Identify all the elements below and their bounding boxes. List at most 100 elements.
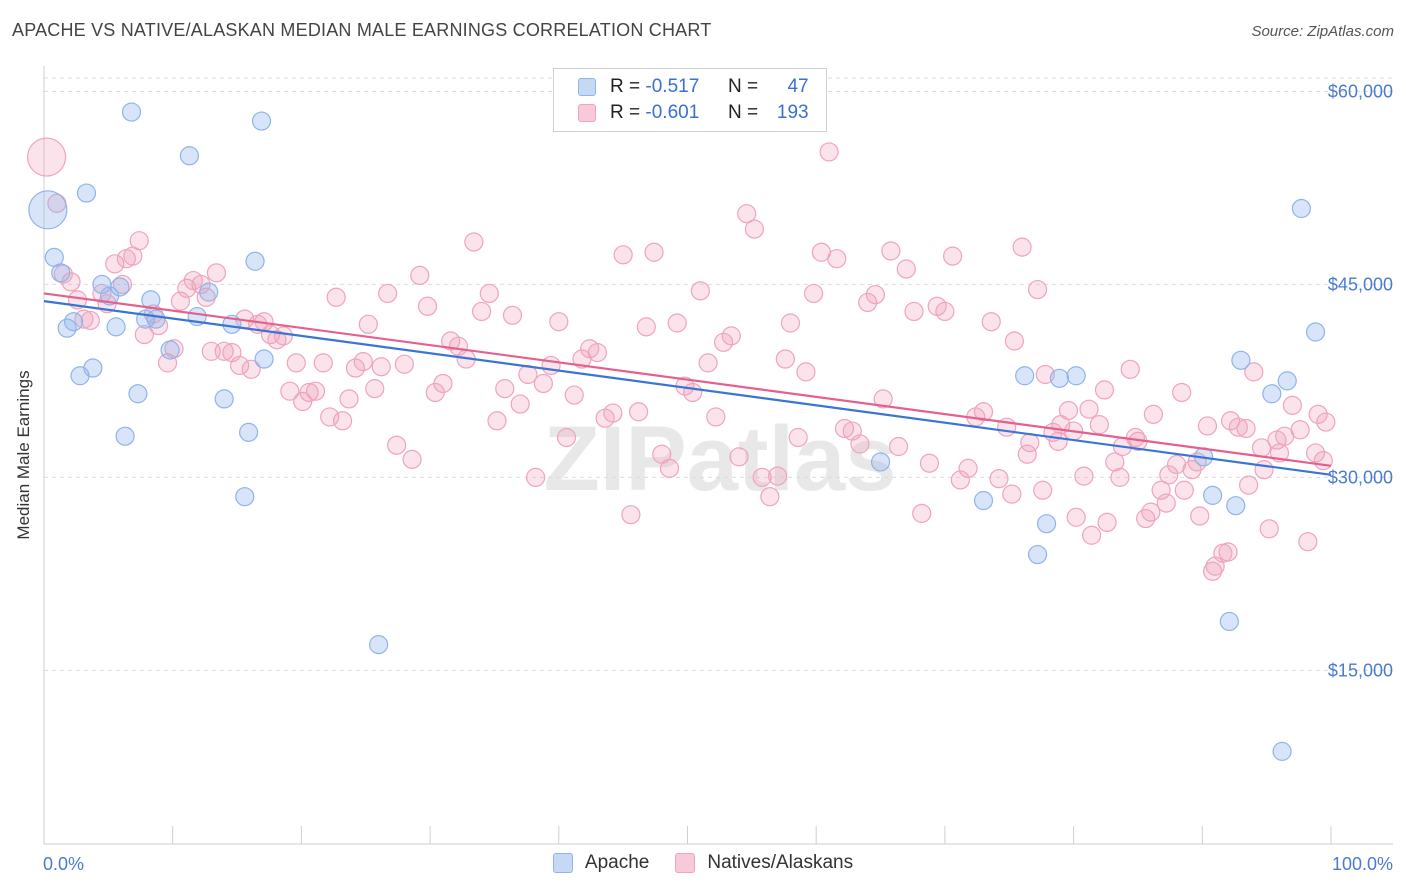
natives-point [1143,404,1163,424]
natives-point [502,305,523,325]
natives-point [1305,443,1326,463]
natives-point [464,232,484,252]
natives-point [1105,452,1125,472]
natives-point [1166,454,1187,475]
natives-point [332,411,353,431]
natives-point [410,265,430,286]
natives-point [912,503,932,523]
natives-point [1125,427,1145,448]
natives-point [613,245,633,265]
bottom-legend-label: Apache [584,852,650,873]
legend-n-label: N = [727,102,759,123]
natives-point [775,349,795,369]
natives-point [873,389,893,409]
apache-point [110,277,130,297]
natives-point [1012,237,1032,257]
natives-point [1082,525,1102,545]
natives-point [345,358,366,378]
natives-point [760,487,780,507]
natives-point [387,435,407,455]
legend-row-natives: R = -0.601 N = 193 [554,100,809,126]
natives-point [1254,460,1274,480]
natives-point [950,470,970,490]
natives-point [1151,480,1171,500]
natives-point [556,427,577,448]
natives-point [1298,532,1318,552]
apache-point [1226,496,1246,516]
apache-point [870,452,891,472]
natives-point [1094,380,1115,400]
natives-point [958,458,978,478]
natives-point [1058,400,1079,421]
natives-point [191,274,211,295]
apache-point [369,635,389,655]
natives-point [433,373,453,394]
natives-point [533,373,553,394]
apache-point [106,317,126,337]
natives-point [286,353,306,373]
natives-point [973,402,994,422]
natives-point [1202,561,1223,581]
natives-point [943,246,963,266]
x-tick-label: 0.0% [43,854,84,874]
natives-point [621,505,641,525]
y-tick-label: $60,000 [1328,81,1393,101]
natives-point [177,278,197,298]
bottom-legend-natives: Natives/Alaskans [675,852,853,874]
natives-point [636,317,656,337]
natives-point [881,241,901,261]
natives-point [827,249,847,269]
natives-point [1017,444,1037,464]
apache-point [1049,368,1070,388]
natives-point [659,458,680,478]
natives-point [721,326,741,346]
natives-point [767,466,788,486]
apache-point [28,190,68,230]
chart-title: APACHE VS NATIVE/ALASKAN MEDIAN MALE EAR… [12,20,712,40]
natives-point [1027,279,1048,300]
natives-point [1244,362,1264,382]
natives-point [1316,412,1336,432]
natives-point [1221,411,1241,431]
natives-point [690,281,710,301]
natives-point [744,219,765,239]
natives-point [1172,382,1192,403]
natives-point [1136,508,1156,529]
natives-point [1004,331,1024,351]
natives-point [1236,418,1256,439]
natives-point [1066,507,1086,527]
apache-point [239,422,259,442]
natives-point [628,402,649,422]
bottom-legend-swatch-apache [552,853,573,873]
natives-point [1074,466,1094,486]
natives-point [1097,512,1117,533]
natives-point [1190,506,1210,526]
natives-point [339,389,359,409]
legend-row-apache: R = -0.517 N = 47 [554,74,809,100]
x-tick-labels: 0.0% 100.0% [43,854,1393,874]
natives-point [80,310,100,331]
natives-point [981,312,1001,332]
legend-n-label: N = [727,76,759,97]
apache-point [115,426,135,446]
natives-point [1002,484,1022,504]
apache-point [160,340,180,360]
natives-point [526,467,546,487]
y-tick-labels: $15,000 $30,000 $45,000 $60,000 [1328,81,1393,680]
apache-point [64,312,84,332]
natives-point [112,274,133,295]
x-tick-label: 100.0% [1332,854,1393,874]
natives-point [865,285,886,305]
apache-point [251,111,272,131]
legend: R = -0.517 N = 47 R = -0.601 N = 193 [553,68,827,132]
legend-n-value: 47 [787,76,809,97]
apache-point [1272,741,1292,761]
natives-point [1290,420,1310,440]
natives-point [729,447,749,467]
natives-point [683,382,703,403]
y-axis-label: Median Male Earnings [14,370,33,540]
natives-point [378,283,398,304]
natives-point [1048,431,1068,451]
apache-point [973,490,994,511]
natives-point [1079,399,1099,419]
